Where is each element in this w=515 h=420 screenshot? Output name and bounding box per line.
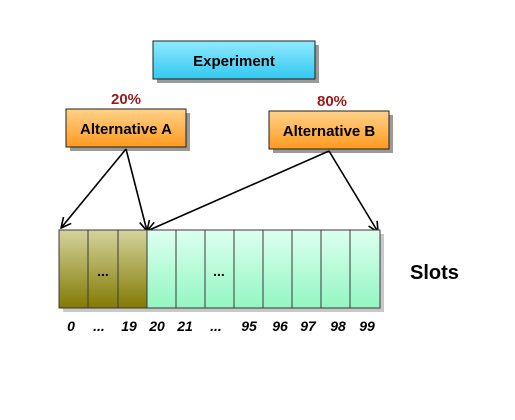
slot-number: 20: [148, 318, 165, 334]
alternative-b-percent: 80%: [317, 93, 347, 110]
slot-number: ...: [93, 318, 105, 334]
slot-number: 98: [330, 318, 346, 334]
alternative-a-node: 20% Alternative A: [65, 91, 190, 151]
slot-number: 96: [272, 318, 288, 334]
slot-number: 19: [121, 318, 137, 334]
arrow-a-to-first-slot: [61, 148, 127, 228]
alternative-a-label: Alternative A: [80, 121, 172, 138]
slot-ellipsis-b: ...: [213, 263, 225, 279]
experiment-node: Experiment: [152, 40, 319, 83]
alternative-b-box: [268, 110, 390, 150]
slots-label: Slots: [410, 262, 459, 284]
arrow-a-to-slot-19: [125, 148, 147, 231]
slot-dividers: [87, 230, 351, 308]
slot-number: 21: [176, 318, 193, 334]
slots: ... ...: [58, 229, 384, 312]
slot-number: 0: [67, 318, 75, 334]
arrow-b-to-last-slot: [328, 150, 378, 232]
slot-number-labels: 0 ... 19 20 21 ... 95 96 97 98 99: [67, 318, 375, 334]
alternative-a-box: [65, 108, 187, 148]
slot-number: ...: [210, 318, 222, 334]
alternative-b-node: 80% Alternative B: [268, 93, 393, 153]
slot-ellipsis-a: ...: [97, 263, 109, 279]
slot-number: 99: [359, 318, 375, 334]
experiment-label: Experiment: [193, 53, 275, 70]
allocation-arrows: [61, 148, 378, 232]
slot-number: 97: [300, 318, 317, 334]
slots-group-a: [58, 229, 148, 309]
experiment-box: [152, 40, 316, 80]
slot-number: 95: [241, 318, 257, 334]
alternative-b-label: Alternative B: [283, 123, 376, 140]
alternative-a-percent: 20%: [111, 91, 141, 108]
arrow-b-to-slot-20: [147, 150, 330, 231]
